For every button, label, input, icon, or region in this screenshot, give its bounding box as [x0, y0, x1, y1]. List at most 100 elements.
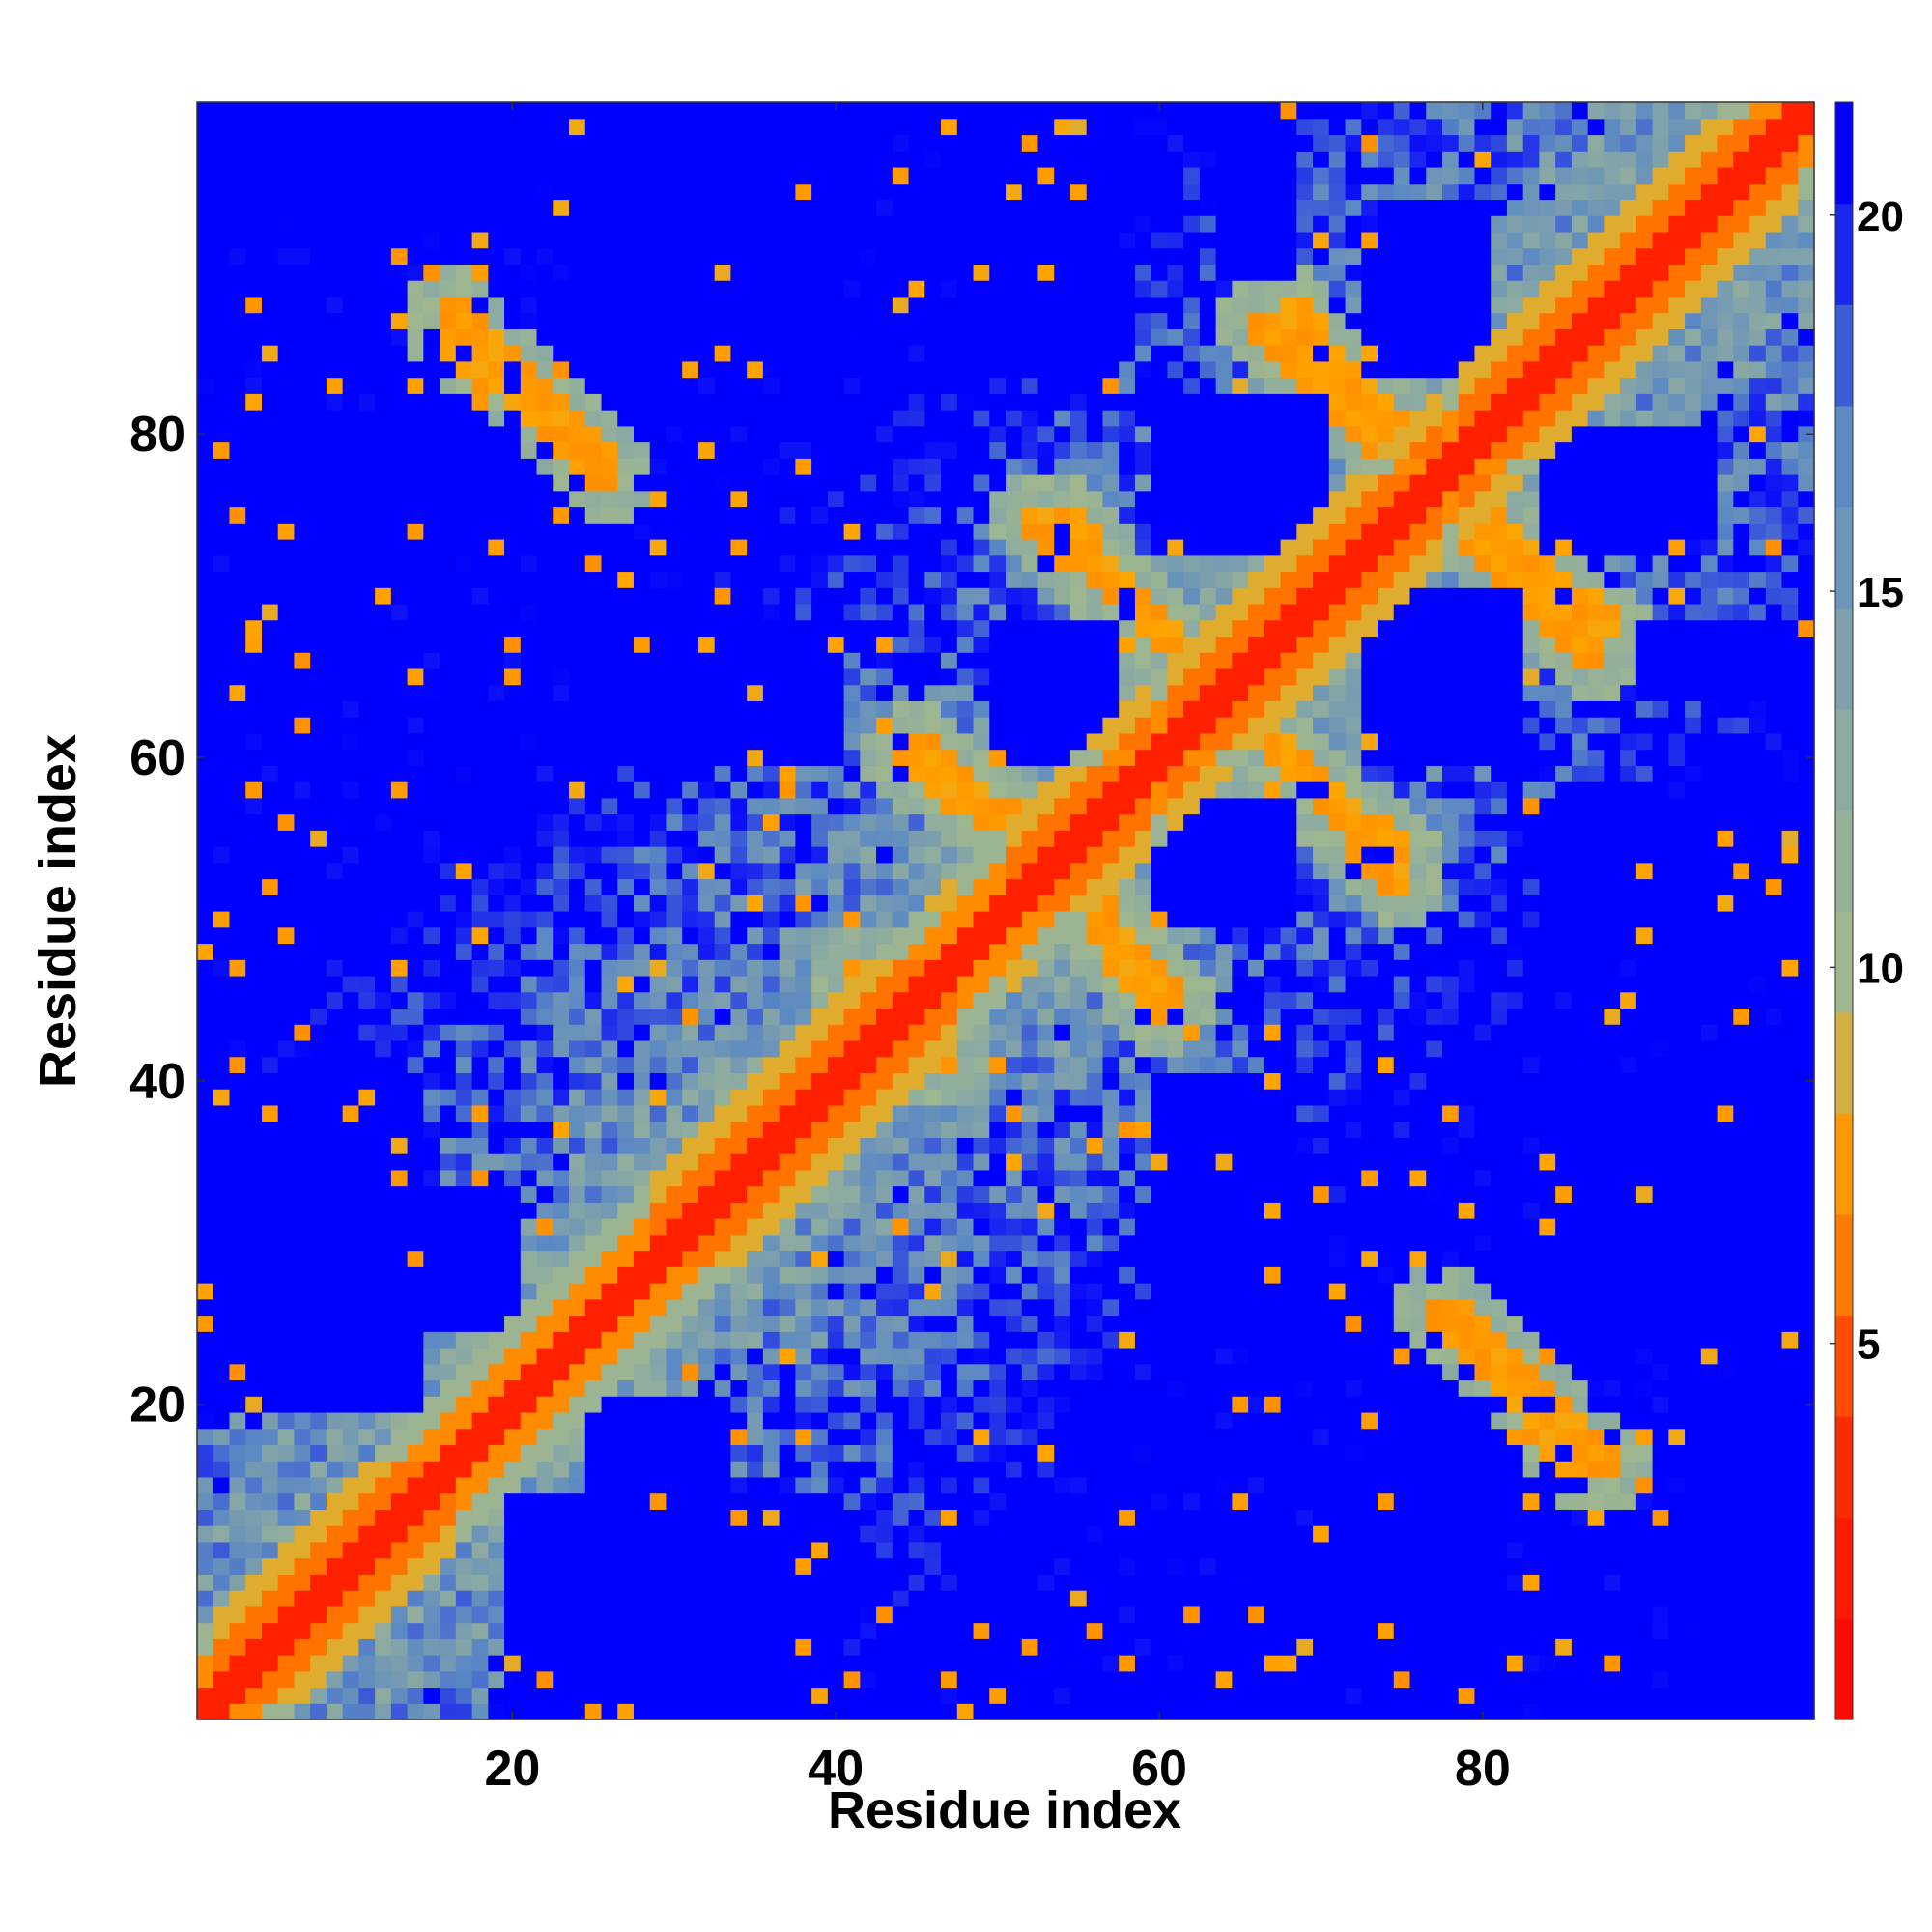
- heatmap-cell: [762, 1072, 781, 1090]
- heatmap-cell: [714, 247, 732, 265]
- heatmap-cell: [633, 1622, 651, 1639]
- heatmap-cell: [440, 1461, 457, 1478]
- heatmap-cell: [762, 895, 781, 912]
- heatmap-cell: [423, 183, 440, 201]
- heatmap-cell: [601, 1185, 618, 1203]
- heatmap-cell: [375, 1250, 392, 1267]
- heatmap-cell: [229, 587, 246, 605]
- heatmap-cell: [229, 1266, 246, 1284]
- heatmap-cell: [649, 134, 668, 152]
- heatmap-cell: [358, 151, 376, 168]
- heatmap-cell: [876, 247, 894, 265]
- heatmap-cell: [730, 1363, 748, 1381]
- heatmap-cell: [488, 1218, 505, 1236]
- heatmap-cell: [488, 1331, 505, 1349]
- heatmap-cell: [423, 166, 440, 185]
- heatmap-cell: [747, 668, 764, 686]
- heatmap-cell: [553, 1089, 570, 1106]
- heatmap-cell: [520, 1444, 538, 1462]
- heatmap-cell: [779, 1509, 796, 1526]
- heatmap-cell: [407, 1104, 424, 1122]
- heatmap-cell: [779, 1234, 796, 1252]
- heatmap-cell: [762, 1121, 781, 1138]
- heatmap-cell: [245, 134, 263, 152]
- heatmap-cell: [697, 393, 716, 411]
- heatmap-cell: [973, 1283, 990, 1300]
- heatmap-cell: [762, 1024, 781, 1041]
- heatmap-cell: [601, 781, 618, 799]
- heatmap-cell: [666, 134, 683, 152]
- heatmap-cell: [245, 926, 263, 945]
- heatmap-cell: [310, 1169, 327, 1187]
- heatmap-cell: [197, 1315, 214, 1332]
- heatmap-cell: [326, 959, 344, 977]
- heatmap-cell: [277, 732, 296, 751]
- heatmap-cell: [423, 215, 440, 233]
- heatmap-cell: [390, 1396, 409, 1413]
- heatmap-cell: [536, 458, 554, 475]
- heatmap-cell: [407, 684, 424, 701]
- heatmap-cell: [617, 1492, 635, 1510]
- heatmap-cell: [682, 1283, 699, 1300]
- heatmap-cell: [197, 603, 214, 621]
- heatmap-cell: [762, 636, 781, 653]
- heatmap-cell: [229, 247, 246, 265]
- heatmap-cell: [213, 749, 231, 766]
- heatmap-cell: [730, 151, 748, 168]
- heatmap-cell: [504, 749, 522, 766]
- heatmap-cell: [924, 1557, 942, 1575]
- heatmap-cell: [697, 959, 716, 977]
- heatmap-cell: [876, 652, 894, 669]
- heatmap-cell: [697, 166, 716, 185]
- heatmap-cell: [261, 360, 279, 379]
- heatmap-cell: [827, 490, 845, 508]
- heatmap-cell: [342, 1347, 359, 1365]
- heatmap-cell: [860, 1411, 877, 1430]
- heatmap-cell: [747, 1655, 764, 1672]
- heatmap-cell: [488, 118, 505, 136]
- heatmap-cell: [213, 102, 231, 120]
- heatmap-cell: [536, 264, 554, 281]
- heatmap-cell: [277, 554, 296, 573]
- heatmap-cell: [908, 1605, 925, 1624]
- heatmap-cell: [860, 1104, 877, 1122]
- heatmap-cell: [876, 554, 894, 573]
- heatmap-cell: [326, 1266, 344, 1284]
- heatmap-cell: [730, 797, 748, 815]
- heatmap-cell: [795, 166, 812, 185]
- heatmap-cell: [471, 166, 489, 185]
- heatmap-cell: [876, 991, 894, 1009]
- heatmap-cell: [762, 668, 781, 686]
- heatmap-cell: [504, 425, 522, 443]
- heatmap-cell: [697, 1072, 716, 1090]
- heatmap-cell: [714, 749, 732, 766]
- heatmap-cell: [455, 1622, 473, 1639]
- heatmap-cell: [908, 652, 925, 669]
- heatmap-cell: [553, 765, 570, 782]
- heatmap-cell: [358, 1234, 376, 1252]
- heatmap-cell: [197, 1266, 214, 1284]
- heatmap-cell: [536, 1008, 554, 1025]
- heatmap-cell: [827, 1024, 845, 1041]
- heatmap-cell: [471, 1024, 489, 1041]
- heatmap-cell: [342, 975, 359, 993]
- heatmap-cell: [229, 1590, 246, 1607]
- heatmap-cell: [666, 895, 683, 912]
- heatmap-cell: [682, 425, 699, 443]
- heatmap-cell: [617, 345, 635, 362]
- heatmap-cell: [455, 1396, 473, 1413]
- heatmap-cell: [584, 458, 603, 475]
- heatmap-cell: [488, 571, 505, 588]
- heatmap-cell: [310, 878, 327, 895]
- heatmap-cell: [440, 328, 457, 346]
- heatmap-cell: [908, 668, 925, 686]
- heatmap-cell: [471, 846, 489, 864]
- heatmap-cell: [779, 749, 796, 766]
- heatmap-cell: [504, 1687, 522, 1704]
- heatmap-cell: [811, 943, 829, 960]
- heatmap-cell: [843, 1492, 861, 1510]
- heatmap-cell: [440, 1347, 457, 1365]
- heatmap-cell: [827, 926, 845, 945]
- heatmap-cell: [714, 1169, 732, 1187]
- heatmap-cell: [584, 813, 603, 831]
